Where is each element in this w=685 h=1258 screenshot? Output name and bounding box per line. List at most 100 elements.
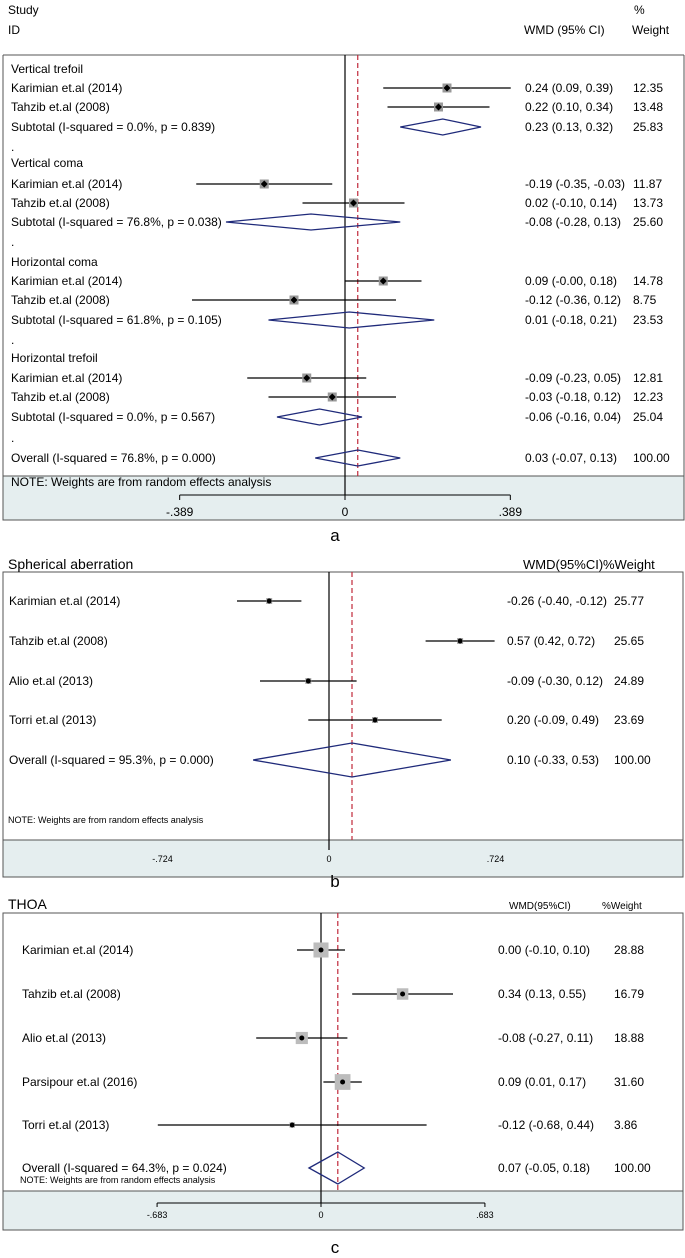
panel-a-point-estimate: [350, 199, 357, 207]
panel-a-weight-text: 13.48: [633, 100, 663, 114]
panel-c-axis-band: [2, 1190, 684, 1231]
panel-c-point-estimate: [318, 947, 324, 953]
panel-a-weight-text: 12.81: [633, 371, 663, 385]
panel-b-weight-text: 25.65: [614, 634, 644, 648]
panel-c-weight-text: 100.00: [614, 1161, 651, 1175]
panel-a-header-id: ID: [8, 23, 20, 37]
panel-c-point-estimate: [340, 1079, 346, 1085]
panel-b-overall-diamond: [252, 742, 452, 778]
panel-a-point-estimate: [443, 84, 451, 92]
panel-a-weight-text: 14.78: [633, 274, 663, 288]
panel-a-ci-text: -0.19 (-0.35, -0.03): [525, 177, 625, 191]
panel-a-row-label: .: [11, 140, 14, 154]
panel-b-ci-text: 0.20 (-0.09, 0.49): [507, 713, 599, 727]
panel-b-row-label: Alio et.al (2013): [9, 674, 93, 688]
panel-c-label: c: [331, 1238, 340, 1257]
panel-c-ci-text: 0.07 (-0.05, 0.18): [498, 1161, 590, 1175]
panel-a-row-label: Overall (I-squared = 76.8%, p = 0.000): [11, 451, 216, 465]
panel-a-weight-text: 25.83: [633, 120, 663, 134]
panel-b-point-estimate: [372, 717, 378, 723]
panel-a-point-estimate: [379, 277, 387, 285]
panel-a-row-label: Karimian et.al (2014): [11, 274, 122, 288]
panel-a-weight-text: 11.87: [633, 177, 662, 191]
panel-c-ci-text: -0.12 (-0.68, 0.44): [498, 1118, 594, 1132]
panel-a-axis-band: [2, 475, 685, 521]
panel-a-header-pct: %: [634, 3, 645, 17]
panel-b-title: Spherical aberration: [8, 556, 133, 572]
panel-a-ci-text: 0.09 (-0.00, 0.18): [525, 274, 617, 288]
panel-a-point-estimate: [435, 103, 442, 111]
panel-a-row-label: Karimian et.al (2014): [11, 81, 122, 95]
panel-a-ci-text: -0.06 (-0.16, 0.04): [525, 410, 621, 424]
panel-a-weight-text: 25.60: [633, 215, 663, 229]
panel-c-ci-text: 0.09 (0.01, 0.17): [498, 1075, 586, 1089]
panel-a-row-label: Karimian et.al (2014): [11, 177, 122, 191]
panel-a-ci-text: 0.01 (-0.18, 0.21): [525, 313, 617, 327]
panel-c-row-label: Alio et.al (2013): [22, 1031, 106, 1045]
panel-a-label: a: [330, 526, 340, 545]
panel-a-ci-text: 0.22 (0.10, 0.34): [525, 100, 613, 114]
panel-a-tick-label: 0: [342, 505, 349, 519]
panel-a-ci-text: -0.09 (-0.23, 0.05): [525, 371, 621, 385]
panel-b-weight-text: 24.89: [614, 674, 644, 688]
panel-a-ci-text: 0.03 (-0.07, 0.13): [525, 451, 617, 465]
panel-a-row-label: Horizontal trefoil: [11, 351, 98, 365]
panel-a-weight-text: 25.04: [633, 410, 663, 424]
panel-c-tick-label: 0: [318, 1210, 323, 1220]
panel-c-header-ci: WMD(95%CI): [509, 901, 571, 912]
panel-b-row-label: Tahzib et.al (2008): [9, 634, 108, 648]
panel-c-weight-text: 3.86: [614, 1118, 638, 1132]
panel-a-weight-text: 100.00: [633, 451, 670, 465]
panel-c-ci-text: 0.00 (-0.10, 0.10): [498, 943, 590, 957]
panel-a-point-estimate: [303, 374, 311, 382]
panel-a-overall-diamond: [315, 449, 401, 467]
panel-a-row-label: .: [11, 333, 14, 347]
panel-b-svg: Spherical aberration WMD(95%CI) %Weight Kar…: [2, 556, 684, 891]
panel-b-point-estimate: [305, 678, 311, 684]
panel-b-header-weight: %Weight: [603, 557, 655, 572]
panel-b-weight-text: 23.69: [614, 713, 644, 727]
panel-c-row-label: Karimian et.al (2014): [22, 943, 133, 957]
panel-c-ci-text: 0.34 (0.13, 0.55): [498, 987, 586, 1001]
panel-a-header-weight: Weight: [632, 23, 670, 37]
panel-a-point-estimate: [260, 180, 268, 188]
panel-a-row-label: Subtotal (I-squared = 0.0%, p = 0.839): [11, 120, 215, 134]
panel-b-tick-label: 0: [326, 854, 331, 864]
panel-a-ci-text: 0.02 (-0.10, 0.14): [525, 196, 617, 210]
panel-a-weight-text: 13.73: [633, 196, 663, 210]
panel-c-overall-diamond: [307, 1151, 366, 1185]
panel-c-weight-text: 28.88: [614, 943, 644, 957]
panel-a-header-ci: WMD (95% CI): [524, 23, 605, 37]
panel-b-label: b: [330, 872, 339, 891]
panel-a-ci-text: -0.08 (-0.28, 0.13): [525, 215, 621, 229]
panel-b-axis-band: [2, 839, 684, 878]
panel-a-weight-text: 23.53: [633, 313, 663, 327]
panel-c-tick-label: -.683: [147, 1210, 168, 1220]
panel-a-ci-text: 0.24 (0.09, 0.39): [525, 81, 613, 95]
panel-c-note: NOTE: Weights are from random effects an…: [20, 1175, 216, 1185]
panel-b-note: NOTE: Weights are from random effects an…: [8, 815, 204, 825]
panel-a-weight-text: 12.23: [633, 390, 663, 404]
panel-a-subtotal-diamond: [400, 118, 482, 136]
panel-a-weight-text: 12.35: [633, 81, 663, 95]
panel-a-subtotal-diamond: [276, 408, 363, 426]
panel-b-row-label: Karimian et.al (2014): [9, 594, 120, 608]
panel-c-row-label: Parsipour et.al (2016): [22, 1075, 137, 1089]
panel-a-row-label: .: [11, 235, 14, 249]
panel-a-row-label: Subtotal (I-squared = 61.8%, p = 0.105): [11, 313, 222, 327]
panel-c-point-estimate: [289, 1122, 295, 1128]
panel-c-ci-text: -0.08 (-0.27, 0.11): [498, 1031, 593, 1045]
panel-b-point-estimate: [457, 638, 463, 644]
panel-a-row-label: Horizontal coma: [11, 255, 98, 269]
panel-c-row-label: Tahzib et.al (2008): [22, 987, 121, 1001]
panel-a-weight-text: 8.75: [633, 293, 657, 307]
panel-a-row-label: Vertical trefoil: [11, 62, 83, 76]
panel-c-row-label: Torri et.al (2013): [22, 1118, 109, 1132]
panel-b-point-estimate: [266, 598, 272, 604]
panel-b-weight-text: 100.00: [614, 753, 651, 767]
panel-a-tick-label: .389: [499, 505, 523, 519]
panel-a-row-label: Tahzib et.al (2008): [11, 293, 110, 307]
panel-c-tick-label: .683: [476, 1210, 494, 1220]
panel-c-point-estimate: [299, 1035, 305, 1041]
panel-a-point-estimate: [290, 296, 298, 304]
